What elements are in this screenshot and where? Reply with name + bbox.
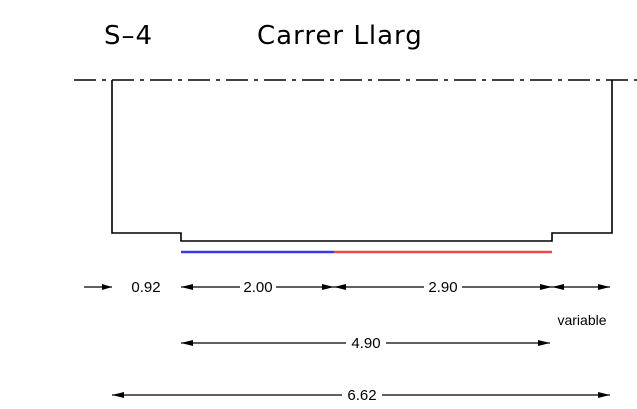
left-offset-arrowhead (102, 284, 112, 290)
red-width-label: 2.90 (428, 279, 457, 296)
blue-width-label: 2.00 (243, 279, 272, 296)
overall-total-label: 6.62 (347, 387, 376, 404)
street-name: Carrer Llarg (257, 21, 423, 51)
red-width-arrow-right (540, 284, 552, 290)
carriageway-total-label: 4.90 (351, 335, 380, 352)
right-variable-label: variable (557, 312, 606, 328)
street-profile-outline (111, 80, 613, 242)
carriageway-arrow-right (538, 340, 550, 346)
right-variable-arrow-right (598, 284, 610, 290)
right-variable-arrow-left (552, 284, 564, 290)
red-width-arrow-left (334, 284, 346, 290)
overall-arrow-right (598, 392, 610, 398)
section-code: S–4 (104, 21, 153, 51)
overall-arrow-left (112, 392, 124, 398)
left-offset-label: 0.92 (131, 279, 160, 296)
carriageway-arrow-left (181, 340, 193, 346)
blue-width-arrow-left (181, 284, 193, 290)
blue-width-arrow-right (322, 284, 334, 290)
